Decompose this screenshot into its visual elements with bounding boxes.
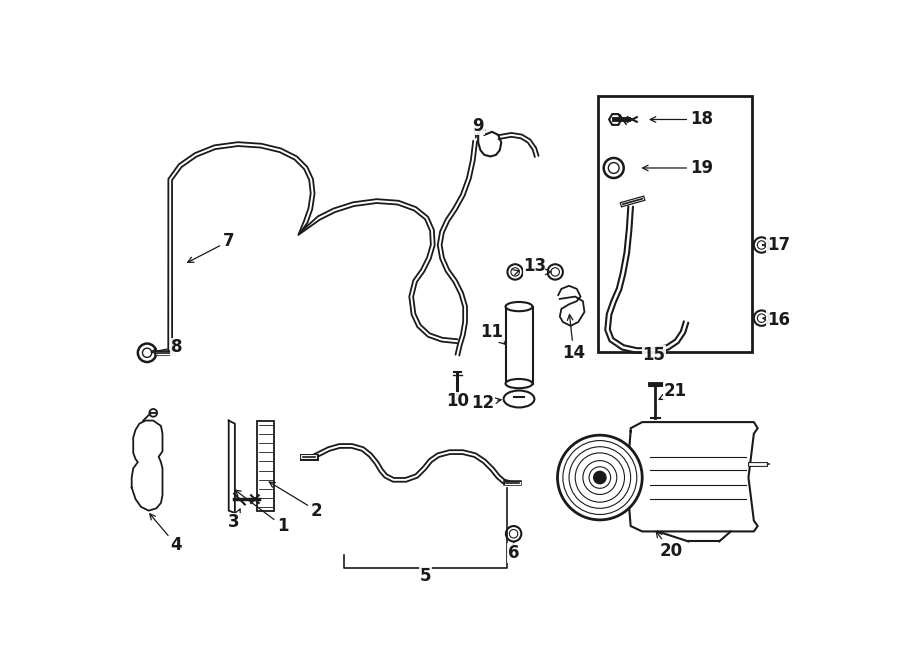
Text: 11: 11 xyxy=(481,323,505,344)
Text: 19: 19 xyxy=(643,159,713,177)
Text: 14: 14 xyxy=(562,314,585,362)
Ellipse shape xyxy=(506,379,533,388)
Text: 20: 20 xyxy=(656,532,682,559)
Text: 18: 18 xyxy=(650,111,713,128)
Text: 2: 2 xyxy=(269,482,322,520)
Text: 5: 5 xyxy=(420,567,432,585)
Text: 15: 15 xyxy=(643,346,665,364)
Bar xyxy=(257,420,274,512)
Circle shape xyxy=(594,471,606,484)
Polygon shape xyxy=(626,422,758,532)
Bar xyxy=(598,97,752,352)
Text: 17: 17 xyxy=(763,236,790,254)
Text: 3: 3 xyxy=(229,509,240,531)
Text: 12: 12 xyxy=(472,394,501,412)
Bar xyxy=(506,307,533,383)
Text: 8: 8 xyxy=(151,338,182,356)
Polygon shape xyxy=(131,420,163,510)
Circle shape xyxy=(557,435,643,520)
Text: 13: 13 xyxy=(513,257,546,275)
Text: 7: 7 xyxy=(188,232,235,262)
Text: 10: 10 xyxy=(446,393,469,410)
Text: 9: 9 xyxy=(472,117,484,138)
Ellipse shape xyxy=(506,302,533,311)
Text: 6: 6 xyxy=(508,543,519,562)
Text: 1: 1 xyxy=(235,490,288,535)
Text: 4: 4 xyxy=(149,514,182,554)
Text: 21: 21 xyxy=(659,382,687,401)
Text: 16: 16 xyxy=(763,310,790,328)
